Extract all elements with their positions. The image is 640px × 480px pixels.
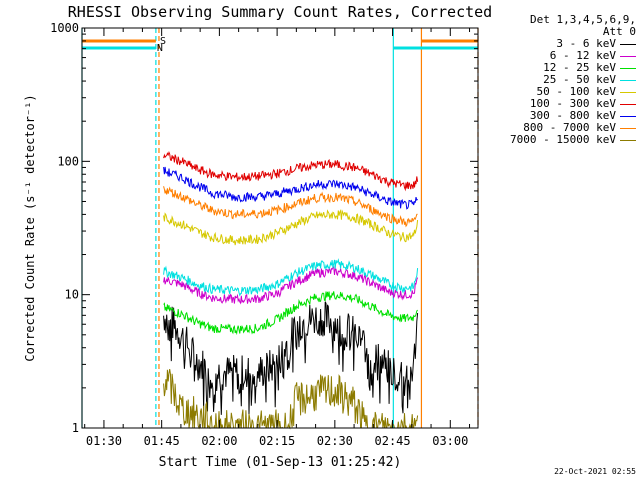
series-line-4	[163, 209, 419, 246]
legend-entry: 7000 - 15000 keV	[478, 134, 636, 146]
legend-entry-label: 12 - 25 keV	[543, 61, 616, 74]
legend-entry-label: 800 - 7000 keV	[523, 121, 616, 134]
legend-entry: 25 - 50 keV	[478, 74, 636, 86]
x-tick-label-4: 02:30	[317, 434, 353, 448]
legend-entry-label: 100 - 300 keV	[529, 97, 616, 110]
legend-entry: 12 - 25 keV	[478, 62, 636, 74]
y-tick-label-1: 10	[65, 288, 79, 302]
y-tick-label-0: 1	[72, 421, 79, 435]
legend-entry-label: 3 - 6 keV	[556, 37, 616, 50]
legend-entry: 6 - 12 keV	[478, 50, 636, 62]
y-tick-label-3: 1000	[50, 21, 79, 35]
series-line-7	[163, 186, 418, 228]
legend-entry-label: 7000 - 15000 keV	[510, 133, 616, 146]
legend-entry: 50 - 100 keV	[478, 86, 636, 98]
legend-entry: 800 - 7000 keV	[478, 122, 636, 134]
series-line-8	[163, 369, 419, 430]
y-tick-label-2: 100	[57, 154, 79, 168]
legend-entry-label: 50 - 100 keV	[536, 85, 616, 98]
x-tick-label-5: 02:45	[375, 434, 411, 448]
legend-swatch	[620, 139, 636, 141]
chart-title: RHESSI Observing Summary Count Rates, Co…	[68, 3, 492, 21]
legend-swatch	[620, 115, 636, 117]
legend-entry: 300 - 800 keV	[478, 110, 636, 122]
generation-timestamp: 22-Oct-2021 02:55	[554, 467, 636, 476]
legend-detectors: Det 1,3,4,5,6,9,	[530, 13, 636, 26]
x-tick-label-3: 02:15	[259, 434, 295, 448]
flag-label-S: S	[160, 36, 166, 47]
x-tick-label-6: 03:00	[432, 434, 468, 448]
legend-entry: 3 - 6 keV	[478, 38, 636, 50]
legend-entry-label: 300 - 800 keV	[529, 109, 616, 122]
x-tick-label-1: 01:45	[144, 434, 180, 448]
legend-entry-label: 25 - 50 keV	[543, 73, 616, 86]
legend-swatch	[620, 55, 636, 57]
x-tick-label-0: 01:30	[86, 434, 122, 448]
legend-attenuator: Att 0	[602, 25, 636, 38]
series-line-6	[163, 166, 418, 210]
legend-swatch	[620, 127, 636, 129]
y-axis-label: Corrected Count Rate (s⁻¹ detector⁻¹)	[23, 94, 37, 361]
legend-entry: 100 - 300 keV	[478, 98, 636, 110]
series-line-2	[163, 291, 418, 336]
series-line-3	[163, 258, 419, 297]
legend: Det 1,3,4,5,6,9, Att 0 3 - 6 keV 6 - 12 k…	[478, 14, 636, 146]
series-line-5	[163, 150, 419, 192]
plot-frame	[81, 27, 479, 429]
flag-label-N: N	[157, 43, 163, 54]
series-line-1	[163, 266, 419, 305]
legend-swatch	[620, 43, 636, 45]
x-axis-label: Start Time (01-Sep-13 01:25:42)	[159, 455, 402, 470]
series-line-0	[163, 301, 419, 415]
legend-swatch	[620, 103, 636, 105]
x-tick-label-2: 02:00	[201, 434, 237, 448]
legend-entry-label: 6 - 12 keV	[549, 49, 616, 62]
legend-swatch	[620, 79, 636, 81]
legend-swatch	[620, 91, 636, 93]
legend-swatch	[620, 67, 636, 69]
